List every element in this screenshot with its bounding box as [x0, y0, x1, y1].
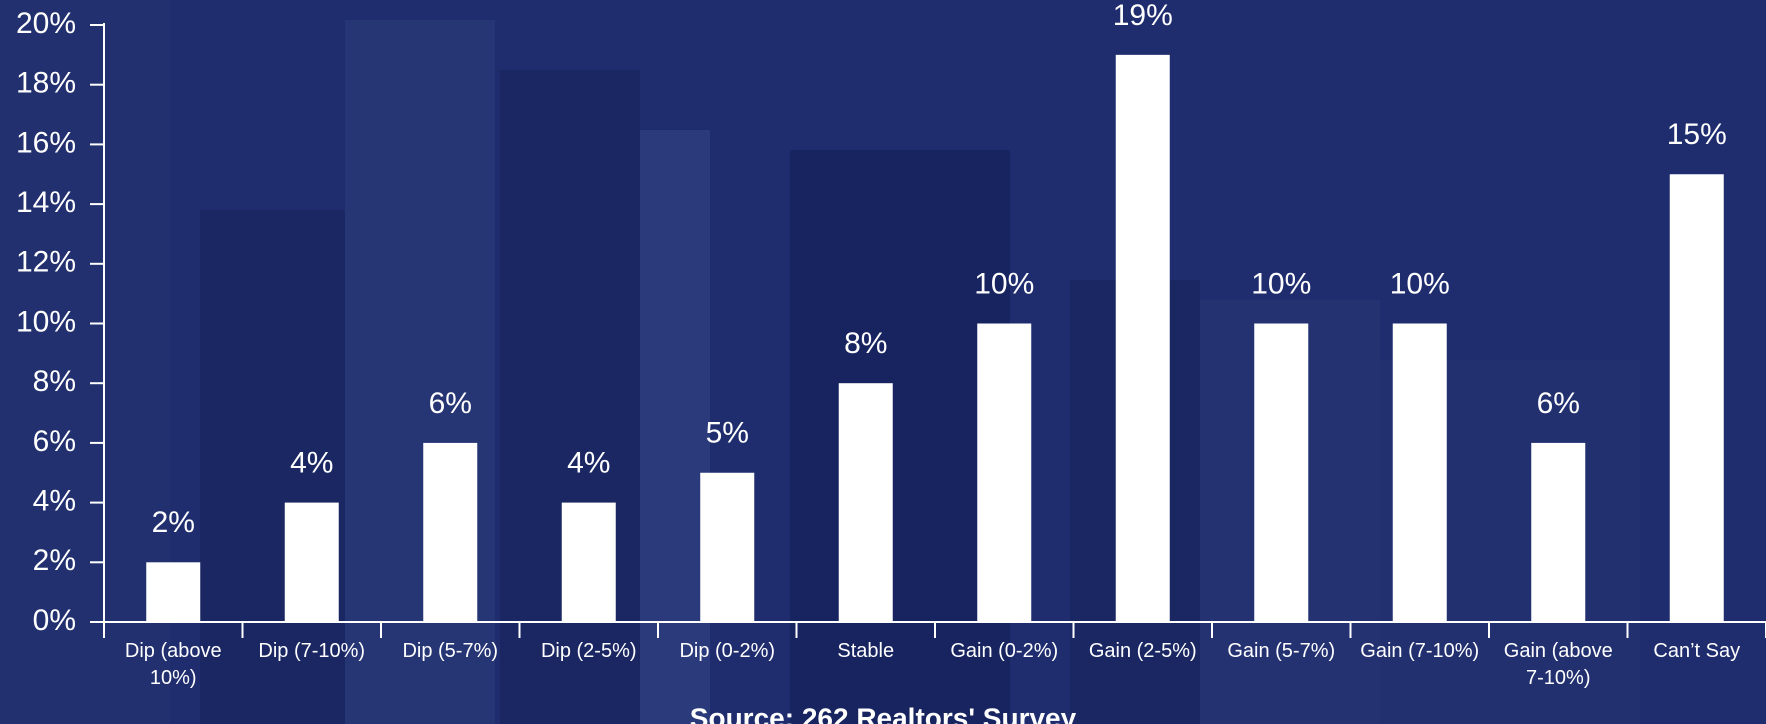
bar [561, 502, 616, 622]
x-tick-label: Gain (5-7%) [1227, 640, 1336, 662]
y-tick-label: 2% [33, 544, 76, 577]
bar [1254, 323, 1309, 622]
bar [700, 472, 755, 622]
value-label: 4% [567, 447, 610, 480]
x-tick-label: Dip (0-2%) [679, 640, 776, 662]
value-label: 10% [1251, 267, 1311, 300]
y-tick-label: 20% [16, 7, 76, 40]
source: Source: 262 Realtors' Survey [690, 702, 1077, 724]
y-tick-label: 14% [16, 186, 76, 219]
y-tick-label: 18% [16, 67, 76, 100]
value-label: 6% [429, 387, 472, 420]
value-label: 15% [1667, 118, 1727, 151]
bar [284, 502, 339, 622]
value-label: 10% [974, 267, 1034, 300]
value-label: 2% [152, 506, 195, 539]
x-tick-label: Dip (above 10%) [124, 640, 222, 689]
x-tick-label: Dip (5-7%) [402, 640, 499, 662]
bar [1531, 442, 1586, 622]
value-label: 8% [844, 327, 887, 360]
bar [838, 383, 893, 622]
y-tick-label: 16% [16, 126, 76, 159]
x-tick-label: Stable [837, 640, 895, 662]
value-label: 19% [1113, 0, 1173, 32]
bar [423, 442, 478, 622]
bar [1392, 323, 1447, 622]
x-tick-label: Dip (2-5%) [540, 640, 637, 662]
y-tick-label: 0% [33, 604, 76, 637]
value-label: 5% [706, 417, 749, 450]
y-tick-label: 6% [33, 425, 76, 458]
x-tick-label: Gain (above 7-10%) [1503, 640, 1613, 689]
x-tick-label: Dip (7-10%) [258, 640, 366, 662]
value-label: 4% [290, 447, 333, 480]
bar [1115, 54, 1170, 623]
y-tick-label: 4% [33, 485, 76, 518]
x-tick-label: Gain (0-2%) [950, 640, 1059, 662]
x-tick-label: Can’t Say [1653, 640, 1741, 662]
y-tick-label: 10% [16, 305, 76, 338]
bar [1669, 174, 1724, 622]
x-tick-label: Gain (2-5%) [1088, 640, 1197, 662]
value-label: 6% [1537, 387, 1580, 420]
bar [146, 562, 201, 622]
y-tick-label: 12% [16, 246, 76, 279]
y-tick-label: 8% [33, 365, 76, 398]
bar [977, 323, 1032, 622]
x-tick-label: Gain (7-10%) [1360, 640, 1480, 662]
value-label: 10% [1390, 267, 1450, 300]
